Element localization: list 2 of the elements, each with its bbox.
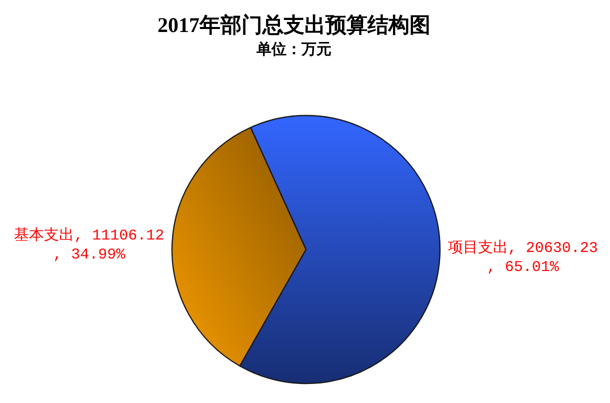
subtitle: 单位：万元 xyxy=(256,42,332,58)
title: 2017年部门总支出预算结构图 xyxy=(158,13,430,37)
